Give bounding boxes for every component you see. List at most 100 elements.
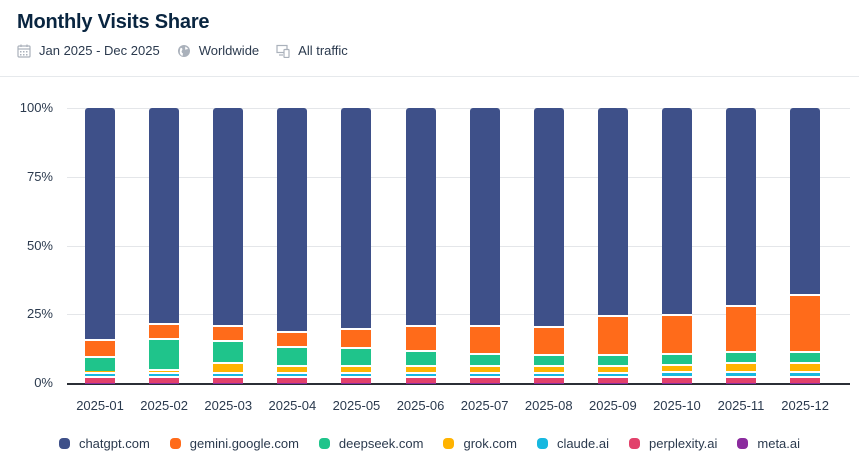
bar-segment-gemini-google-com[interactable] (790, 293, 821, 352)
bar-segment-grok-com[interactable] (405, 365, 436, 373)
bar-segment-gemini-google-com[interactable] (726, 304, 757, 352)
bar-2025-10[interactable] (661, 108, 692, 383)
bar-segment-gemini-google-com[interactable] (149, 322, 180, 338)
bar-segment-gemini-google-com[interactable] (213, 325, 244, 341)
bar-segment-grok-com[interactable] (213, 362, 244, 373)
bar-segment-chatgpt-com[interactable] (533, 108, 564, 327)
bar-segment-chatgpt-com[interactable] (149, 108, 180, 323)
bar-segment-grok-com[interactable] (790, 362, 821, 371)
bar-segment-claude-ai[interactable] (533, 371, 564, 377)
bar-segment-chatgpt-com[interactable] (597, 108, 628, 316)
bar-segment-perplexity-ai[interactable] (341, 376, 372, 383)
bar-segment-grok-com[interactable] (726, 362, 757, 371)
bar-segment-claude-ai[interactable] (277, 372, 308, 377)
legend-item-grok-com[interactable]: grok.com (443, 436, 517, 451)
bar-segment-gemini-google-com[interactable] (597, 315, 628, 354)
bar-2025-12[interactable] (790, 108, 821, 383)
traffic-filter[interactable]: All traffic (276, 43, 348, 58)
gridline (67, 245, 850, 247)
bar-2025-08[interactable] (533, 108, 564, 383)
bar-segment-gemini-google-com[interactable] (661, 314, 692, 353)
bar-segment-claude-ai[interactable] (726, 370, 757, 377)
bar-segment-perplexity-ai[interactable] (149, 376, 180, 383)
legend-item-gemini-google-com[interactable]: gemini.google.com (169, 436, 299, 451)
bar-segment-grok-com[interactable] (277, 365, 308, 373)
bar-2025-04[interactable] (277, 108, 308, 383)
bar-2025-03[interactable] (213, 108, 244, 383)
bar-segment-gemini-google-com[interactable] (85, 339, 116, 356)
bar-segment-grok-com[interactable] (469, 365, 500, 373)
x-axis-line (67, 383, 850, 385)
bar-2025-09[interactable] (597, 108, 628, 383)
bar-segment-deepseek-com[interactable] (533, 353, 564, 365)
bar-segment-chatgpt-com[interactable] (469, 108, 500, 326)
bar-segment-gemini-google-com[interactable] (277, 330, 308, 346)
bar-segment-perplexity-ai[interactable] (597, 376, 628, 383)
legend-item-deepseek-com[interactable]: deepseek.com (318, 436, 423, 451)
bar-segment-deepseek-com[interactable] (661, 352, 692, 364)
bar-2025-01[interactable] (85, 108, 116, 383)
legend-item-chatgpt-com[interactable]: chatgpt.com (58, 436, 150, 451)
bar-segment-perplexity-ai[interactable] (277, 376, 308, 383)
x-tick-label: 2025-07 (460, 398, 509, 413)
bar-segment-claude-ai[interactable] (661, 370, 692, 377)
bar-segment-claude-ai[interactable] (597, 371, 628, 377)
bar-segment-deepseek-com[interactable] (85, 355, 116, 371)
bar-segment-deepseek-com[interactable] (790, 351, 821, 363)
bar-segment-perplexity-ai[interactable] (661, 376, 692, 383)
bar-segment-chatgpt-com[interactable] (277, 108, 308, 331)
bar-segment-gemini-google-com[interactable] (469, 325, 500, 353)
bar-segment-perplexity-ai[interactable] (533, 376, 564, 383)
bar-segment-grok-com[interactable] (533, 364, 564, 372)
bar-segment-perplexity-ai[interactable] (726, 376, 757, 383)
legend-swatch-icon (628, 438, 640, 449)
legend-item-perplexity-ai[interactable]: perplexity.ai (628, 436, 717, 451)
bar-2025-11[interactable] (726, 108, 757, 383)
bar-segment-grok-com[interactable] (661, 363, 692, 371)
bar-segment-deepseek-com[interactable] (213, 340, 244, 363)
calendar-icon (17, 44, 31, 58)
bar-segment-claude-ai[interactable] (85, 371, 116, 377)
bar-segment-grok-com[interactable] (149, 369, 180, 373)
bar-segment-deepseek-com[interactable] (726, 351, 757, 363)
region-filter[interactable]: Worldwide (177, 43, 259, 58)
bar-segment-claude-ai[interactable] (149, 372, 180, 377)
bar-2025-02[interactable] (149, 108, 180, 383)
bar-segment-gemini-google-com[interactable] (533, 326, 564, 354)
bar-2025-07[interactable] (469, 108, 500, 383)
bar-segment-chatgpt-com[interactable] (85, 108, 116, 340)
bar-segment-gemini-google-com[interactable] (341, 328, 372, 348)
bar-segment-perplexity-ai[interactable] (213, 376, 244, 383)
bar-segment-claude-ai[interactable] (790, 370, 821, 377)
x-tick-label: 2025-06 (396, 398, 445, 413)
bar-segment-gemini-google-com[interactable] (405, 325, 436, 351)
bar-segment-deepseek-com[interactable] (341, 347, 372, 366)
legend-item-claude-ai[interactable]: claude.ai (536, 436, 609, 451)
bar-segment-claude-ai[interactable] (405, 372, 436, 377)
bar-2025-06[interactable] (405, 108, 436, 383)
date-range-filter[interactable]: Jan 2025 - Dec 2025 (17, 43, 160, 58)
bar-segment-perplexity-ai[interactable] (405, 376, 436, 383)
bar-segment-deepseek-com[interactable] (469, 352, 500, 366)
bar-segment-perplexity-ai[interactable] (85, 376, 116, 383)
bar-segment-grok-com[interactable] (341, 365, 372, 373)
bar-segment-chatgpt-com[interactable] (790, 108, 821, 294)
bar-segment-grok-com[interactable] (597, 364, 628, 372)
bar-segment-grok-com[interactable] (85, 370, 116, 372)
bar-segment-chatgpt-com[interactable] (213, 108, 244, 326)
bar-segment-claude-ai[interactable] (213, 372, 244, 377)
legend-item-meta-ai[interactable]: meta.ai (737, 436, 800, 451)
bar-segment-chatgpt-com[interactable] (726, 108, 757, 305)
bar-segment-chatgpt-com[interactable] (341, 108, 372, 329)
bar-segment-chatgpt-com[interactable] (661, 108, 692, 315)
bar-segment-perplexity-ai[interactable] (790, 376, 821, 383)
bar-segment-deepseek-com[interactable] (597, 353, 628, 365)
bar-segment-perplexity-ai[interactable] (469, 376, 500, 383)
bar-segment-claude-ai[interactable] (341, 372, 372, 377)
bar-segment-claude-ai[interactable] (469, 372, 500, 377)
bar-2025-05[interactable] (341, 108, 372, 383)
bar-segment-chatgpt-com[interactable] (405, 108, 436, 326)
bar-segment-deepseek-com[interactable] (277, 345, 308, 366)
bar-segment-deepseek-com[interactable] (149, 337, 180, 370)
bar-segment-deepseek-com[interactable] (405, 350, 436, 366)
